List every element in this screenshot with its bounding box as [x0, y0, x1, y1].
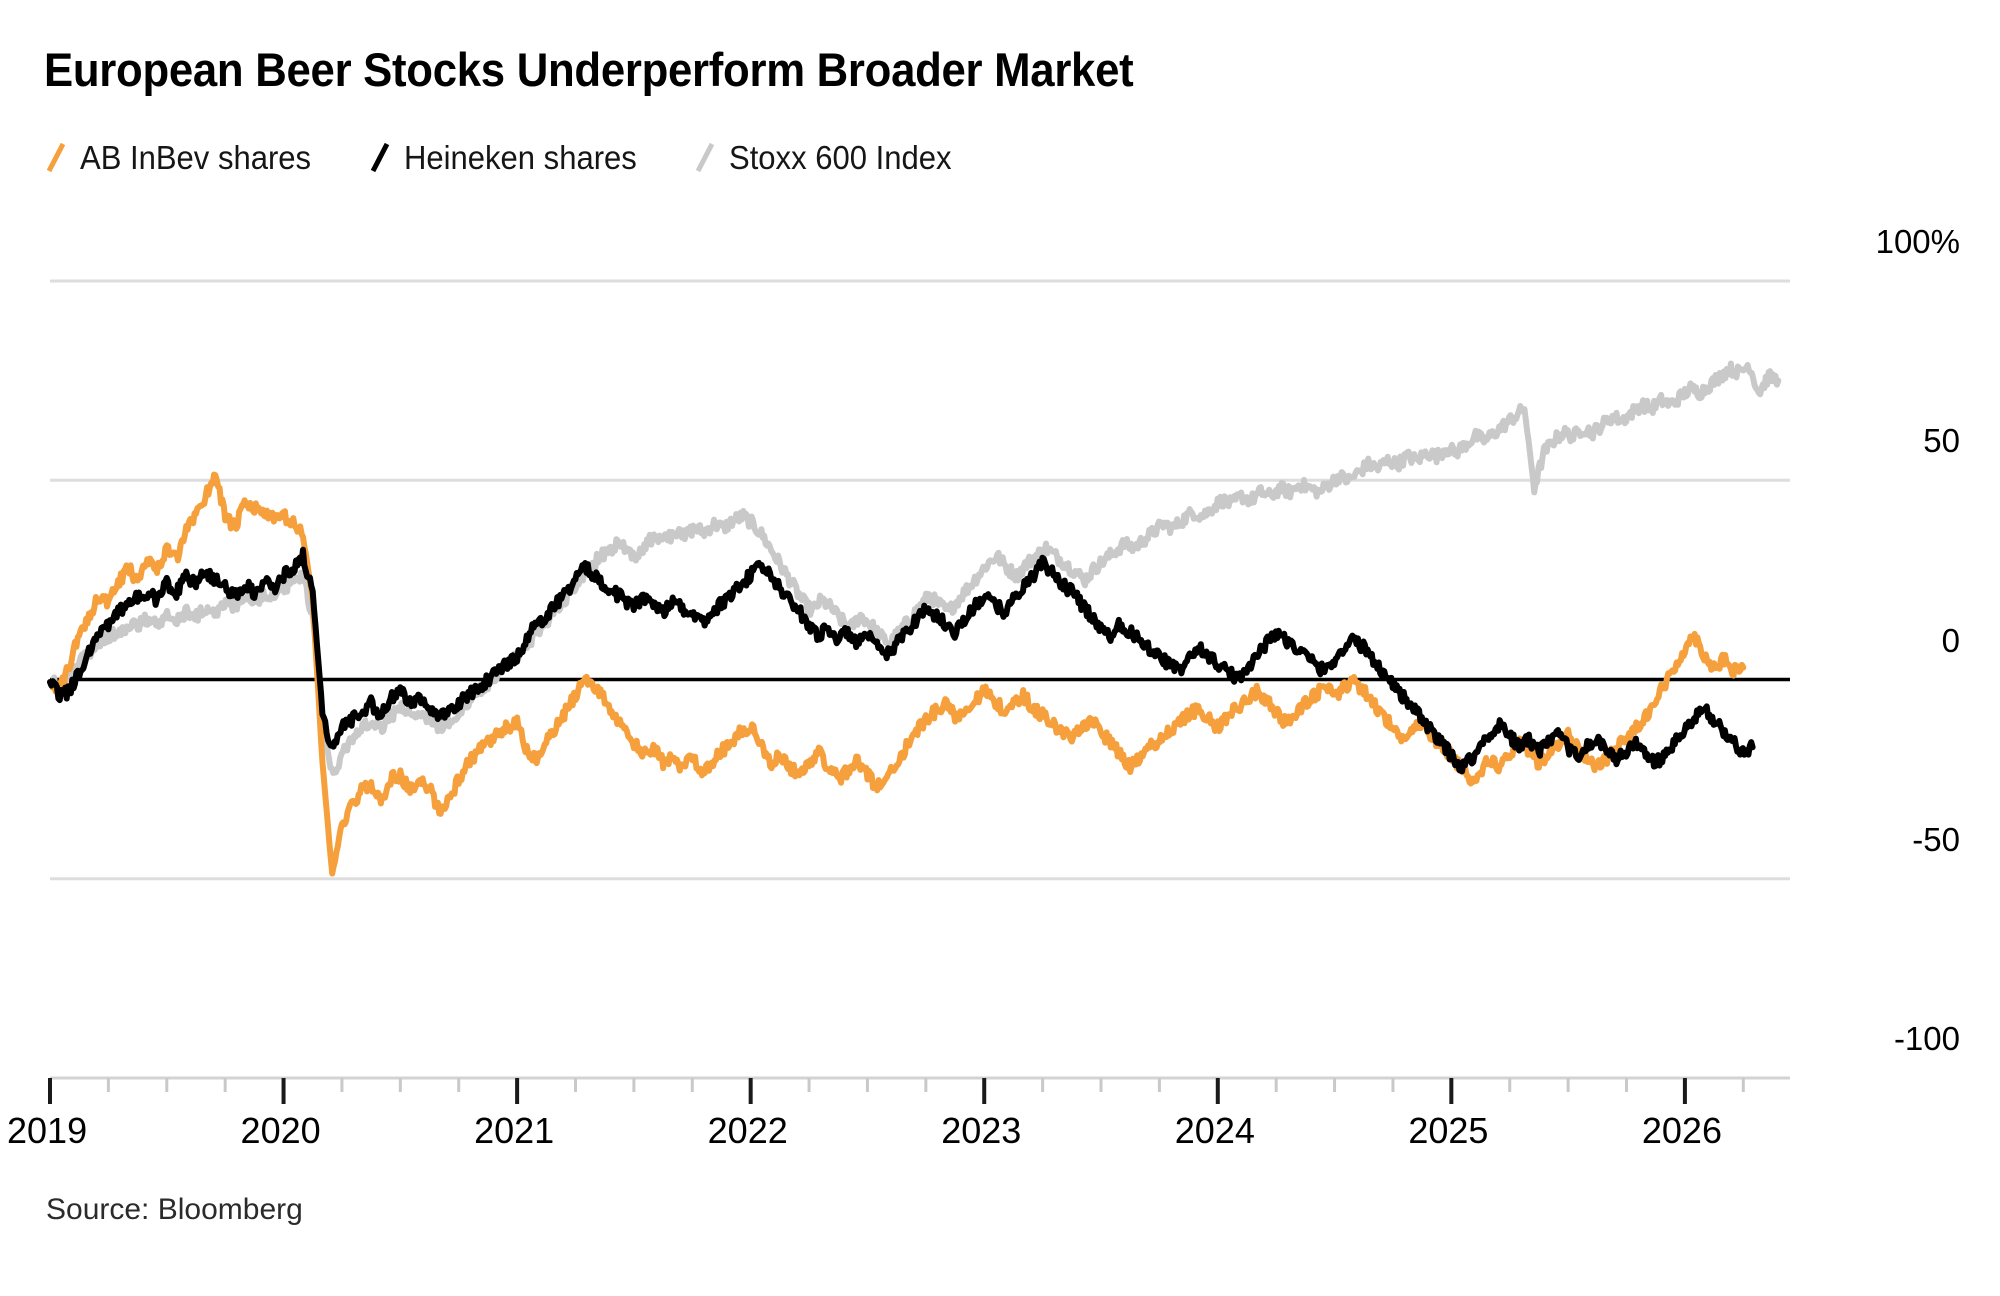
- page-title: European Beer Stocks Underperform Broade…: [44, 43, 1134, 96]
- y-tick-label: 50: [1923, 422, 1960, 460]
- y-tick-label: -100: [1893, 1020, 1960, 1057]
- x-tick-label: 2025: [1408, 1110, 1489, 1151]
- data-series-group: [47, 360, 1782, 877]
- y-tick-label: -50: [1912, 820, 1960, 858]
- legend-item-ab-inbev[interactable]: AB InBev shares: [46, 140, 326, 174]
- x-tick-label: 2019: [7, 1110, 88, 1151]
- x-tick-label: 2020: [240, 1110, 321, 1151]
- legend-label-stoxx600: Stoxx 600 Index: [729, 138, 952, 176]
- slash-icon: [46, 142, 66, 173]
- series-line: [47, 471, 1747, 877]
- x-tick-label: 2022: [707, 1110, 788, 1151]
- slash-icon: [370, 142, 390, 173]
- source-note: Source: Bloomberg: [46, 1193, 303, 1226]
- legend-label-heineken: Heineken shares: [403, 138, 637, 176]
- x-axis: [48, 1076, 1790, 1104]
- y-tick-label: 100%: [1875, 223, 1960, 260]
- series-line: [47, 546, 1756, 775]
- x-tick-label: 2021: [474, 1110, 555, 1151]
- y-tick-label: 0: [1941, 621, 1960, 659]
- x-tick-label: 2023: [941, 1110, 1022, 1151]
- legend-item-stoxx600[interactable]: Stoxx 600 Index: [695, 140, 966, 174]
- slash-icon: [696, 142, 715, 173]
- x-tick-label: 2026: [1641, 1110, 1722, 1151]
- chart-legend: AB InBev shares Heineken shares Stoxx 60…: [46, 140, 966, 174]
- legend-label-ab-inbev: AB InBev shares: [80, 138, 312, 176]
- legend-item-heineken[interactable]: Heineken shares: [370, 140, 652, 174]
- x-tick-label: 2024: [1174, 1110, 1255, 1151]
